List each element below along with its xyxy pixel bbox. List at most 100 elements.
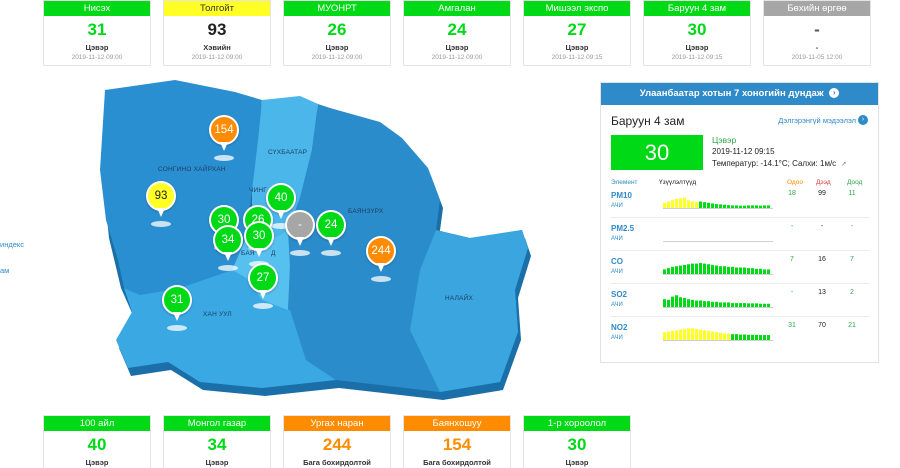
panel-header[interactable]: Улаанбаатар хотын 7 хоногийн дундаж › xyxy=(601,83,878,105)
more-info-link[interactable]: Дэлгэрэнгүй мэдээлэл xyxy=(778,116,856,125)
station-aqi: 26 xyxy=(327,20,347,39)
sparkline-bar xyxy=(699,329,702,340)
side-link-index[interactable]: индекс xyxy=(0,240,24,249)
side-link-map[interactable]: ам xyxy=(0,266,10,275)
station-name: Баруун 4 зам xyxy=(644,1,750,16)
sparkline-bar xyxy=(683,328,686,340)
station-name: МУОНРТ xyxy=(284,1,390,16)
station-status: Цэвэр xyxy=(205,458,229,467)
sparkline-bar xyxy=(703,263,706,274)
map-marker[interactable]: 31 xyxy=(162,285,192,333)
station-name: 100 айл xyxy=(44,416,150,431)
sparkline-bar xyxy=(691,299,694,307)
sparkline-bar xyxy=(675,198,678,208)
sparkline-bar xyxy=(671,296,674,307)
element-max: 16 xyxy=(818,256,826,263)
map-marker[interactable]: 34 xyxy=(213,225,243,273)
element-name: PM2.5 xyxy=(611,224,635,233)
sparkline-bar xyxy=(763,335,766,340)
sparkline-bar xyxy=(755,268,758,274)
sparkline-bar xyxy=(667,201,670,208)
station-card[interactable]: МУОНРТ 26 Цэвэр 2019-11-12 09:00 xyxy=(283,0,391,66)
sparkline-bar xyxy=(703,301,706,307)
station-aqi: 30 xyxy=(567,435,587,454)
station-name: Толгойт xyxy=(164,1,270,16)
station-card[interactable]: Нисэх 31 Цэвэр 2019-11-12 09:00 xyxy=(43,0,151,66)
sparkline-bar xyxy=(663,332,666,340)
sparkline-bar xyxy=(695,328,698,340)
map-label-d: Д xyxy=(271,250,276,257)
map-marker[interactable]: - xyxy=(285,210,315,258)
station-card[interactable]: Баянхошуу 154 Бага бохирдолтой xyxy=(403,415,511,468)
sparkline-bar xyxy=(687,328,690,340)
sparkline-bar xyxy=(663,202,666,208)
sparkline-bar xyxy=(735,205,738,208)
sparkline-bar xyxy=(667,331,670,340)
sparkline-bar xyxy=(671,266,674,274)
station-aqi: 93 xyxy=(207,20,227,39)
station-status: Цэвэр xyxy=(565,43,589,52)
station-card[interactable]: Монгол газар 34 Цэвэр xyxy=(163,415,271,468)
station-status: Цэвэр xyxy=(445,43,469,52)
sparkline-bar xyxy=(683,297,686,307)
element-max: 13 xyxy=(818,289,826,296)
sparkline-bar xyxy=(695,202,698,208)
station-card[interactable]: Ургах наран 244 Бага бохирдолтой xyxy=(283,415,391,468)
map-marker[interactable]: 30 xyxy=(244,221,274,269)
sparkline-bar xyxy=(731,205,734,208)
marker-aqi: 24 xyxy=(316,210,346,240)
sparkline-bar xyxy=(711,301,714,307)
sparkline-bar xyxy=(731,303,734,307)
map-marker[interactable]: 24 xyxy=(316,210,346,258)
station-date: 2019-11-12 09:00 xyxy=(311,54,363,61)
map-marker[interactable]: 244 xyxy=(366,236,396,284)
district-nalaikh[interactable] xyxy=(410,230,528,392)
sparkline-bar xyxy=(755,205,758,208)
element-sparkline xyxy=(663,295,773,308)
sparkline-bar xyxy=(723,204,726,208)
map-marker[interactable]: 40 xyxy=(266,183,296,231)
map-marker[interactable]: 27 xyxy=(248,263,278,311)
sparkline-bar xyxy=(735,334,738,340)
map-marker[interactable]: 93 xyxy=(146,181,176,229)
station-card[interactable]: Баруун 4 зам 30 Цэвэр 2019-11-12 09:15 xyxy=(643,0,751,66)
sparkline-bar xyxy=(663,269,666,274)
map-marker[interactable]: 154 xyxy=(209,115,239,163)
sparkline-bar xyxy=(679,297,682,307)
sparkline-bar xyxy=(751,334,754,340)
sparkline-bar xyxy=(711,331,714,340)
station-aqi: 244 xyxy=(322,435,352,454)
chevron-right-circle-icon: › xyxy=(829,88,840,99)
sparkline-bar xyxy=(707,264,710,274)
chevron-right-circle-icon[interactable]: › xyxy=(858,115,868,125)
sparkline-bar xyxy=(759,335,762,340)
marker-aqi: 27 xyxy=(248,263,278,293)
station-date: 2019-11-12 09:00 xyxy=(431,54,483,61)
station-status: Цэвэр xyxy=(325,43,349,52)
station-card[interactable]: 1-р хороолол 30 Цэвэр xyxy=(523,415,631,468)
row-divider xyxy=(611,283,869,284)
panel-header-title: Улаанбаатар хотын 7 хоногийн дундаж xyxy=(639,88,824,99)
element-now: 7 xyxy=(790,256,794,263)
sparkline-bar xyxy=(747,334,750,340)
sparkline-bar xyxy=(667,299,670,307)
station-card[interactable]: Мишээл экспо 27 Цэвэр 2019-11-12 09:15 xyxy=(523,0,631,66)
weekly-average-panel: Улаанбаатар хотын 7 хоногийн дундаж › Ба… xyxy=(600,82,879,363)
station-card[interactable]: Бөхийн өргөө - - 2019-11-05 12:00 xyxy=(763,0,871,66)
sparkline-bar xyxy=(727,333,730,340)
element-unit: АЧИ xyxy=(611,335,623,341)
station-card[interactable]: Толгойт 93 Хэвийн 2019-11-12 09:00 xyxy=(163,0,271,66)
sparkline-bar xyxy=(679,329,682,340)
element-sparkline xyxy=(663,241,773,242)
sparkline-bar xyxy=(667,268,670,274)
station-aqi: 154 xyxy=(442,435,472,454)
station-card[interactable]: Амгалан 24 Цэвэр 2019-11-12 09:00 xyxy=(403,0,511,66)
station-card[interactable]: 100 айл 40 Цэвэр xyxy=(43,415,151,468)
sparkline-bar xyxy=(759,268,762,274)
sparkline-bar xyxy=(743,303,746,307)
station-name: Монгол газар xyxy=(164,416,270,431)
sparkline-bar xyxy=(751,303,754,307)
marker-aqi: 31 xyxy=(162,285,192,315)
sparkline-bar xyxy=(675,295,678,307)
